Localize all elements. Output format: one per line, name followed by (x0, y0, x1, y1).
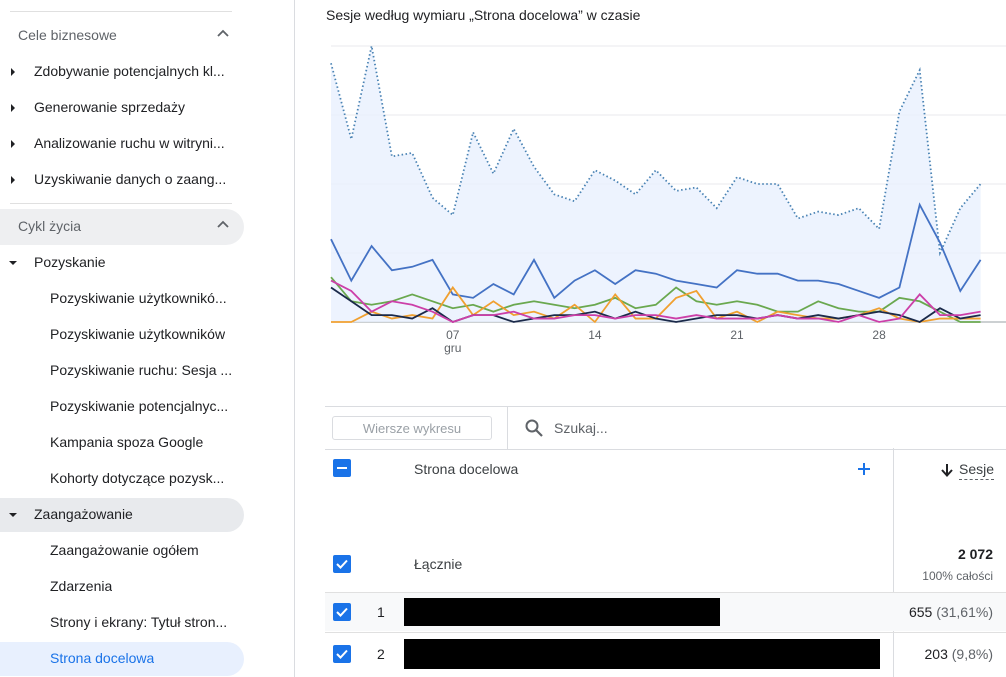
metric-header-sessions[interactable]: Sesje (959, 461, 995, 480)
x-tick-label: 07 (446, 328, 460, 342)
divider (325, 632, 1006, 633)
series-line-5 (330, 279, 981, 323)
total-percent: 100% całości (922, 569, 993, 583)
chart-title: Sesje według wymiaru „Strona docelowa” w… (326, 7, 641, 23)
row-value-number: 655 (908, 604, 933, 620)
row-value: 203 (9,8%) (925, 646, 993, 662)
nav-item-label: Pozyskanie (34, 254, 106, 270)
search-input[interactable]: Szukaj... (554, 420, 608, 436)
redacted-page-path (404, 639, 880, 669)
row-number: 1 (377, 604, 385, 620)
caret-right-icon (11, 176, 15, 184)
nav-item-engagement[interactable]: Zaangażowanie (0, 498, 244, 532)
nav-subitem-events[interactable]: Zdarzenia (0, 570, 244, 604)
nav-subitem-user-acquisition-overview[interactable]: Pozyskiwanie użytkownikó... (0, 282, 244, 316)
caret-right-icon (11, 104, 15, 112)
series-line-2 (330, 276, 981, 323)
nav-item-label: Zaangażowanie (34, 506, 133, 522)
row-value-percent: (31,61%) (936, 604, 993, 620)
divider (325, 592, 1006, 593)
nav-subitem-user-acquisition[interactable]: Pozyskiwanie użytkowników (0, 318, 244, 352)
nav-item-label: Pozyskiwanie potencjalnyc... (50, 398, 229, 414)
divider (10, 203, 232, 204)
total-value: 2 072 (957, 546, 993, 562)
column-divider (893, 448, 894, 677)
caret-down-icon (9, 261, 17, 265)
nav-subitem-engagement-overview[interactable]: Zaangażowanie ogółem (0, 534, 244, 568)
plus-icon[interactable] (856, 461, 872, 477)
nav-item-label: Uzyskiwanie danych o zaang... (34, 171, 227, 187)
nav-item-label: Strony i ekrany: Tytuł stron... (50, 614, 228, 630)
chevron-up-icon[interactable] (216, 218, 230, 232)
sidebar: Cele biznesowe Zdobywanie potencjalnych … (0, 0, 295, 677)
nav-item-label: Pozyskiwanie ruchu: Sesja ... (50, 362, 233, 378)
dimension-header[interactable]: Strona docelowa (414, 461, 519, 477)
check-icon (336, 559, 348, 569)
chart-rows-button[interactable]: Wiersze wykresu (332, 416, 492, 440)
search-icon[interactable] (524, 418, 544, 438)
nav-item-label: Analizowanie ruchu w witryni... (34, 135, 225, 151)
nav-item-label: Strona docelowa (50, 650, 155, 666)
nav-item-traffic[interactable]: Analizowanie ruchu w witryni... (0, 127, 244, 161)
nav-item-label: Zdarzenia (50, 578, 113, 594)
series-line-1 (330, 202, 982, 300)
row-checkbox[interactable] (333, 645, 351, 663)
section-title: Cele biznesowe (18, 27, 117, 43)
nav-item-leads[interactable]: Zdobywanie potencjalnych kl... (0, 55, 244, 89)
section-business-goals[interactable]: Cele biznesowe (0, 18, 244, 54)
nav-item-label: Zaangażowanie ogółem (50, 542, 199, 558)
total-checkbox[interactable] (333, 555, 351, 573)
chevron-up-icon[interactable] (216, 27, 230, 41)
x-tick-label: 14 (588, 328, 602, 342)
row-value: 655 (31,61%) (909, 604, 993, 620)
x-tick-label: 28 (872, 328, 886, 342)
x-tick-label: 21 (730, 328, 744, 342)
arrow-down-icon[interactable] (940, 463, 954, 477)
series-line-4 (330, 286, 981, 323)
nav-item-label: Kohorty dotyczące pozysk... (50, 470, 225, 486)
nav-item-label: Pozyskiwanie użytkowników (50, 326, 226, 342)
nav-subitem-non-google-campaign[interactable]: Kampania spoza Google (0, 426, 244, 460)
nav-item-label: Zdobywanie potencjalnych kl... (34, 63, 225, 79)
row-value-number: 203 (924, 646, 948, 662)
nav-subitem-landing-page[interactable]: Strona docelowa (0, 642, 244, 676)
nav-subitem-pages-screens[interactable]: Strony i ekrany: Tytuł stron... (0, 606, 244, 640)
section-lifecycle[interactable]: Cykl życia (0, 209, 244, 245)
section-title: Cykl życia (18, 218, 82, 234)
row-checkbox[interactable] (333, 603, 351, 621)
caret-right-icon (11, 140, 15, 148)
select-all-checkbox[interactable] (333, 459, 351, 477)
series-line-0 (330, 45, 982, 257)
row-value-percent: (9,8%) (951, 646, 993, 662)
data-table: Wiersze wykresu Szukaj... Strona docelow… (325, 406, 1006, 677)
nav-item-engagement-data[interactable]: Uzyskiwanie danych o zaang... (0, 163, 244, 197)
nav-item-acquisition[interactable]: Pozyskanie (0, 246, 244, 280)
nav-item-label: Pozyskiwanie użytkownikó... (50, 290, 227, 306)
nav-item-sales[interactable]: Generowanie sprzedaży (0, 91, 244, 125)
caret-down-icon (9, 513, 17, 517)
check-icon (336, 607, 348, 617)
series-area-0 (331, 46, 981, 322)
main-content: Sesje według wymiaru „Strona docelowa” w… (295, 0, 1006, 677)
minus-icon (337, 467, 347, 469)
table-toolbar: Wiersze wykresu Szukaj... (325, 406, 1006, 450)
nav-subitem-traffic-acquisition[interactable]: Pozyskiwanie ruchu: Sesja ... (0, 354, 244, 388)
check-icon (336, 649, 348, 659)
divider (507, 407, 508, 449)
nav-item-label: Generowanie sprzedaży (34, 99, 185, 115)
redacted-page-path (404, 598, 720, 626)
row-number: 2 (377, 646, 385, 662)
total-label: Łącznie (414, 556, 463, 572)
nav-item-label: Kampania spoza Google (50, 434, 204, 450)
nav-subitem-acquisition-cohorts[interactable]: Kohorty dotyczące pozysk... (0, 462, 244, 496)
nav-subitem-lead-acquisition[interactable]: Pozyskiwanie potencjalnyc... (0, 390, 244, 424)
x-tick-sublabel: gru (444, 341, 461, 355)
divider (10, 11, 232, 12)
caret-right-icon (11, 68, 15, 76)
